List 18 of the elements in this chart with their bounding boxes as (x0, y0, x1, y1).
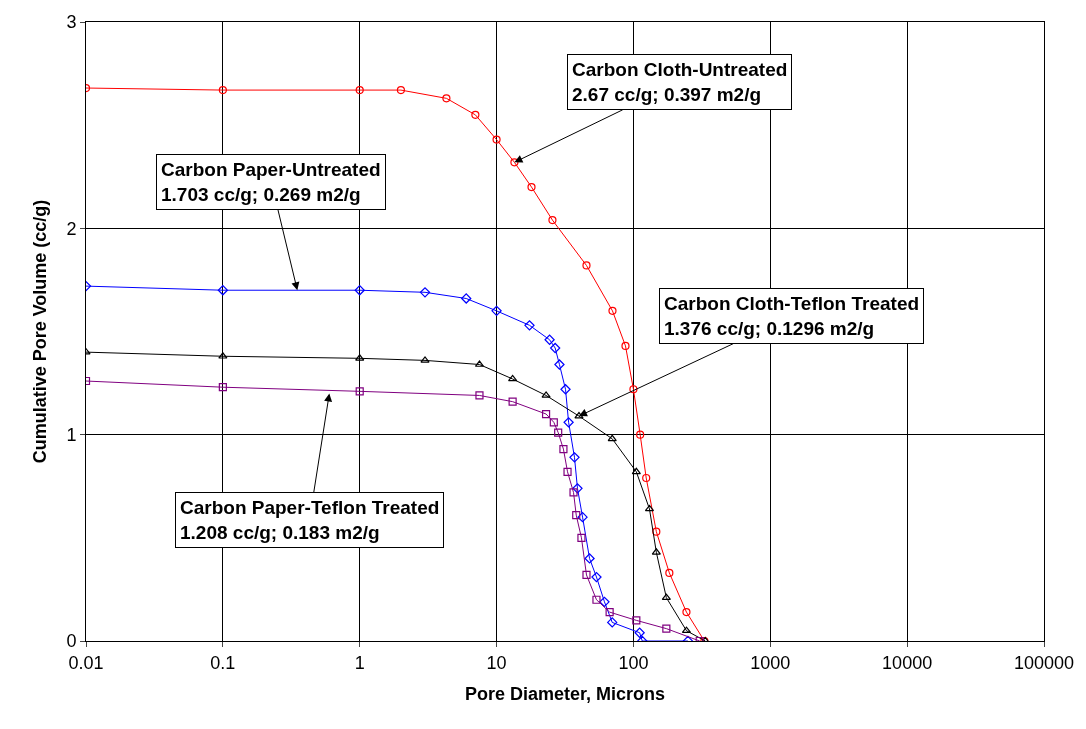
x-tick-label: 1 (354, 652, 365, 673)
y-tick-label: 3 (66, 12, 77, 33)
x-tick-label: 0.01 (68, 652, 104, 673)
x-tick-label: 0.1 (210, 652, 236, 673)
x-axis-title: Pore Diameter, Microns (464, 683, 666, 704)
x-tick-label: 100 (618, 652, 649, 673)
annotation: Carbon Cloth-Untreated 2.67 cc/g; 0.397 m2/g (572, 59, 788, 105)
y-tick-label: 1 (66, 424, 77, 445)
annotation: Carbon Cloth-Teflon Treated 1.376 cc/g; 0.1296 m2/g (664, 293, 920, 339)
x-tick-label: 100000 (1013, 652, 1075, 673)
annotation: Carbon Paper-Teflon Treated 1.208 cc/g; 0.183 m2/g (180, 497, 440, 543)
y-tick-label: 2 (66, 218, 77, 239)
y-tick-label: 0 (66, 631, 77, 652)
y-axis-title: Cumulative Pore Volume (cc/g) (29, 199, 50, 464)
x-tick-label: 1000 (750, 652, 791, 673)
annotation: Carbon Paper-Untreated 1.703 cc/g; 0.269 m2/g (161, 159, 381, 205)
x-tick-label: 10 (486, 652, 507, 673)
x-tick-label: 10000 (882, 652, 933, 673)
